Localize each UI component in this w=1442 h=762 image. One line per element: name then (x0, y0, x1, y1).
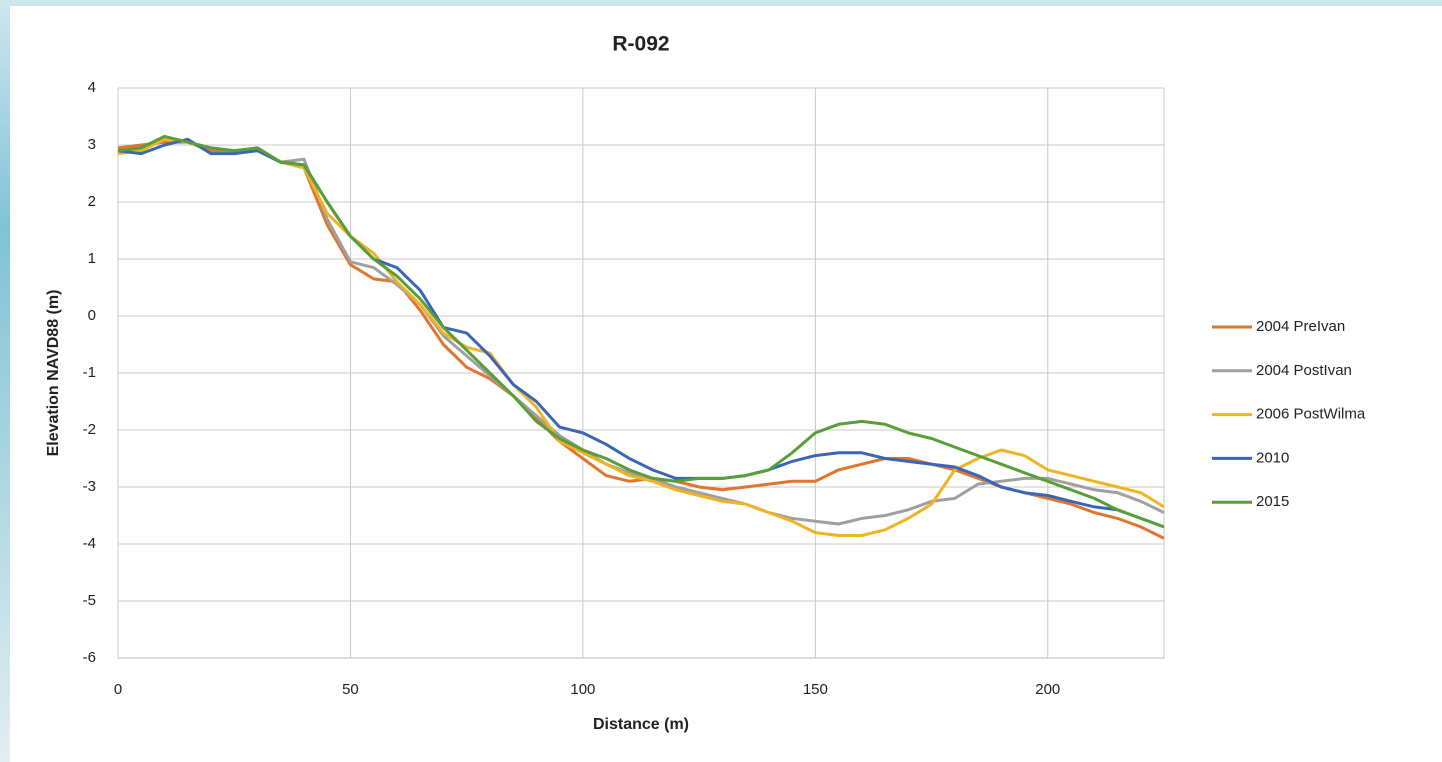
y-tick-label: 1 (88, 250, 96, 267)
y-tick-label: -3 (83, 478, 96, 495)
x-axis-title: Distance (m) (593, 716, 689, 733)
legend-label: 2004 PreIvan (1256, 318, 1345, 335)
legend-label: 2004 PostIvan (1256, 362, 1352, 379)
chart-panel (10, 6, 1442, 762)
chart-title: R-092 (612, 33, 669, 56)
x-tick-label: 150 (803, 681, 828, 698)
legend-label: 2015 (1256, 493, 1289, 510)
legend-label: 2010 (1256, 449, 1289, 466)
y-tick-label: 4 (88, 79, 96, 96)
x-tick-label: 100 (570, 681, 595, 698)
x-tick-label: 50 (342, 681, 359, 698)
y-tick-label: 0 (88, 307, 96, 324)
y-tick-label: -1 (83, 364, 96, 381)
series-line (117, 134, 1165, 529)
y-tick-label: -5 (83, 592, 96, 609)
y-axis-title: Elevation NAVD88 (m) (45, 290, 62, 457)
y-tick-label: -6 (83, 649, 96, 666)
y-tick-label: -4 (83, 535, 96, 552)
y-tick-label: 3 (88, 136, 96, 153)
x-tick-label: 0 (114, 681, 122, 698)
y-tick-label: 2 (88, 193, 96, 210)
legend-label: 2006 PostWilma (1256, 406, 1366, 423)
x-tick-label: 200 (1035, 681, 1060, 698)
y-tick-label: -2 (83, 421, 96, 438)
